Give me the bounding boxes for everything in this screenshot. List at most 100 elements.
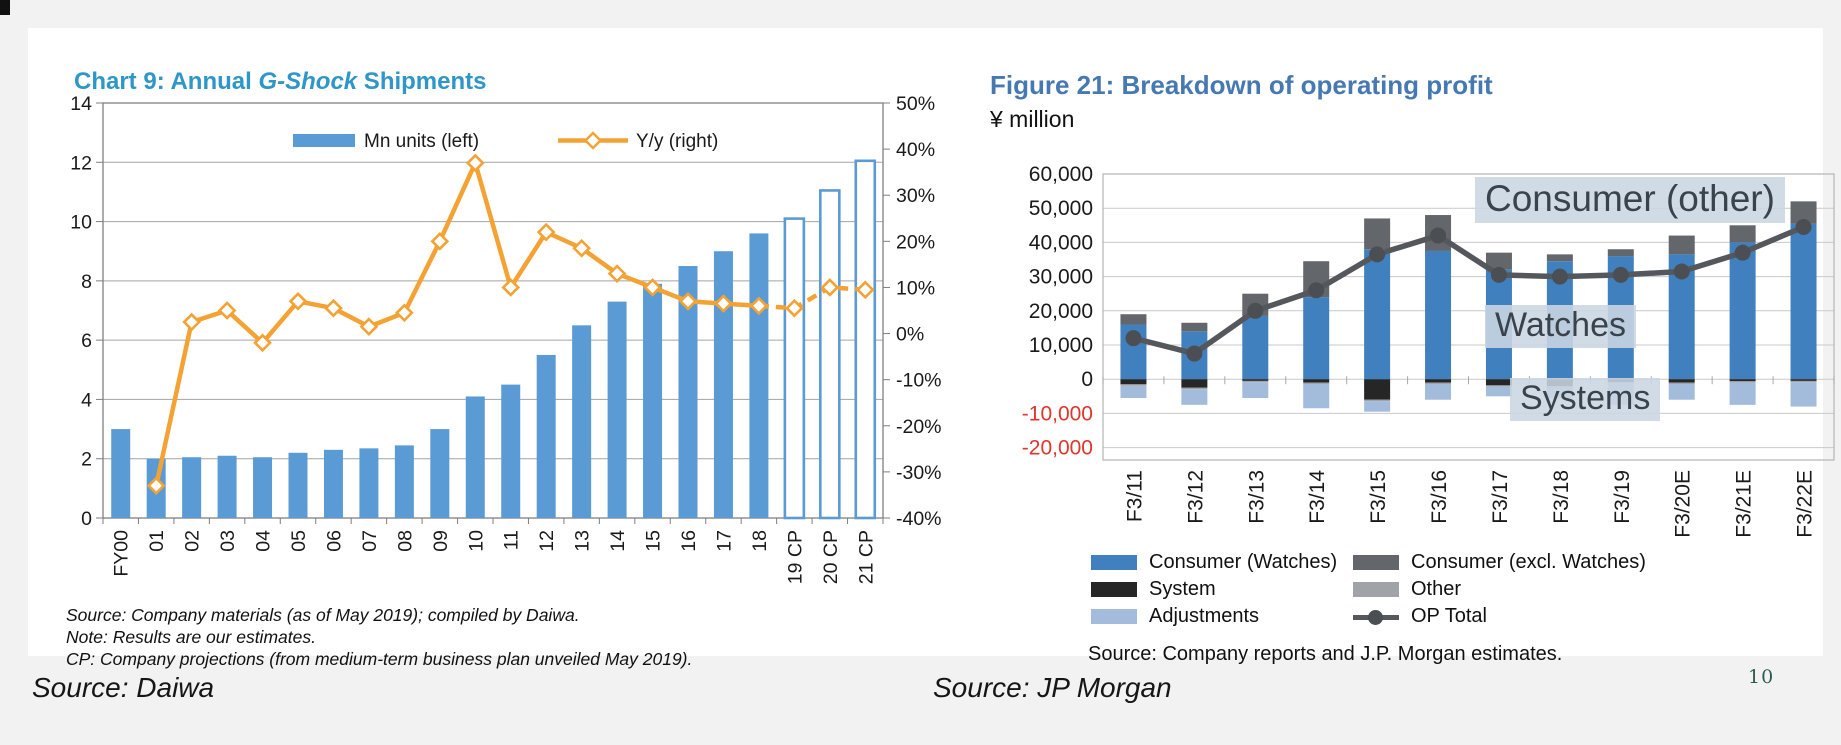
x-axis-label: 21 CP bbox=[855, 530, 877, 584]
y-axis-label: 40,000 bbox=[1029, 231, 1093, 254]
yy-marker bbox=[536, 222, 556, 242]
bar-12 bbox=[536, 354, 556, 518]
plot-border bbox=[1102, 173, 1835, 461]
y-axis-label: 30,000 bbox=[1029, 266, 1093, 289]
x-axis-label: F3/16 bbox=[1428, 470, 1451, 524]
segment-adjustments-f3-15 bbox=[1364, 401, 1391, 412]
segment-other-f3-22e bbox=[1790, 380, 1817, 383]
segment-other-f3-12 bbox=[1181, 387, 1208, 390]
segment-system-f3-17 bbox=[1485, 379, 1512, 386]
legend-label-mn-units: Mn units (left) bbox=[364, 131, 479, 152]
segment-adjustments-f3-13 bbox=[1242, 382, 1269, 399]
segment-system-f3-15 bbox=[1364, 379, 1391, 400]
segment-consumer-watches-f3-16 bbox=[1425, 250, 1452, 380]
left-title-prefix: Chart 9: Annual bbox=[74, 68, 259, 95]
right-axis-label: 0% bbox=[896, 324, 924, 346]
gshock-shipments-chart: 02468101214-40%-30%-20%-10%0%10%20%30%40… bbox=[70, 93, 942, 584]
x-axis-label: 14 bbox=[607, 530, 629, 552]
adjustments-swatch bbox=[1091, 609, 1137, 624]
x-axis-label: F3/19 bbox=[1611, 470, 1634, 524]
bar-14 bbox=[607, 301, 627, 518]
x-axis-label: 19 CP bbox=[784, 530, 806, 584]
x-axis-label: F3/18 bbox=[1550, 470, 1573, 524]
x-axis-label: 18 bbox=[749, 530, 771, 552]
x-axis-label: F3/14 bbox=[1306, 470, 1329, 524]
yy-line-dashed bbox=[758, 285, 866, 311]
x-axis-label: 12 bbox=[536, 530, 558, 552]
x-axis-label: 05 bbox=[288, 530, 310, 552]
op-total-point-f3-12 bbox=[1186, 345, 1203, 362]
yy-marker bbox=[182, 312, 201, 332]
segment-consumer-excl-watches-f3-20e bbox=[1668, 235, 1695, 255]
bar-21-cp bbox=[854, 159, 877, 520]
y-axis-label: 60,000 bbox=[1029, 163, 1093, 186]
legend-label: OP Total bbox=[1411, 605, 1487, 627]
bar-18 bbox=[749, 233, 769, 518]
left-chart-title: Chart 9: Annual G-Shock Shipments bbox=[74, 68, 487, 96]
segment-system-f3-20e bbox=[1668, 379, 1695, 383]
left-axis-label: 6 bbox=[81, 330, 92, 352]
bar-04 bbox=[253, 457, 273, 518]
left-chart-notes: Source: Company materials (as of May 201… bbox=[66, 604, 692, 670]
legend-item-consumer-watches: Consumer (Watches) bbox=[1091, 549, 1337, 576]
yy-marker bbox=[855, 280, 875, 300]
bar-17 bbox=[713, 251, 733, 518]
legend-item-other: Other bbox=[1353, 576, 1646, 603]
op-total-point-f3-14 bbox=[1308, 282, 1325, 299]
x-axis-label: 20 CP bbox=[820, 530, 842, 584]
yy-marker bbox=[785, 298, 804, 318]
segment-adjustments-f3-22e bbox=[1790, 382, 1817, 407]
legend-item-system: System bbox=[1091, 576, 1337, 603]
legend-column-2: Consumer (excl. Watches) Other OP Total bbox=[1353, 549, 1646, 630]
x-axis-label: 04 bbox=[253, 530, 275, 552]
bar-16 bbox=[678, 266, 698, 518]
yy-marker bbox=[820, 278, 840, 297]
segment-consumer-excl-watches-f3-11 bbox=[1120, 314, 1147, 325]
bar-02 bbox=[182, 457, 202, 518]
annotation-systems: Systems bbox=[1510, 378, 1661, 421]
x-axis-label: 07 bbox=[359, 530, 381, 552]
shipment-bars bbox=[111, 159, 877, 520]
segment-system-f3-11 bbox=[1120, 379, 1147, 385]
bar-05 bbox=[288, 452, 308, 518]
y-axis-label: 10,000 bbox=[1029, 334, 1093, 357]
yy-marker bbox=[217, 301, 237, 320]
x-axis-label: 06 bbox=[323, 530, 345, 552]
y-axis-label: 50,000 bbox=[1029, 197, 1093, 220]
segment-consumer-excl-watches-f3-17 bbox=[1485, 252, 1512, 270]
op-total-point-f3-17 bbox=[1490, 266, 1507, 283]
left-axis-label: 2 bbox=[81, 449, 92, 471]
consumer-watches-swatch bbox=[1091, 555, 1137, 570]
segment-other-f3-20e bbox=[1668, 382, 1695, 384]
op-total-line bbox=[1125, 219, 1812, 362]
x-axis-label: F3/15 bbox=[1367, 470, 1390, 524]
segment-other-f3-17 bbox=[1485, 385, 1512, 387]
right-chart-source: Source: Company reports and J.P. Morgan … bbox=[1088, 643, 1563, 665]
yy-marker bbox=[607, 264, 627, 283]
right-axis-label: -30% bbox=[896, 462, 942, 484]
segment-consumer-watches-f3-21e bbox=[1729, 242, 1756, 380]
segment-consumer-excl-watches-f3-19 bbox=[1607, 249, 1634, 257]
segment-other-f3-11 bbox=[1120, 384, 1147, 386]
bar-03 bbox=[217, 455, 237, 518]
segment-adjustments-f3-12 bbox=[1181, 389, 1208, 405]
left-title-italic: G-Shock bbox=[258, 68, 358, 95]
left-axis-label: 0 bbox=[81, 508, 92, 530]
left-chart-legend: Mn units (left) Y/y (right) bbox=[293, 131, 718, 152]
yy-marker bbox=[359, 317, 379, 336]
segment-consumer-excl-watches-f3-12 bbox=[1181, 322, 1208, 332]
yy-marker bbox=[501, 278, 521, 297]
op-total-point-f3-22e bbox=[1795, 219, 1812, 236]
caption-source-daiwa: Source: Daiwa bbox=[32, 672, 215, 703]
left-axis-label: 10 bbox=[70, 212, 92, 234]
bar-06 bbox=[323, 449, 343, 518]
legend-marker-yy bbox=[583, 131, 603, 150]
x-axis-label: 08 bbox=[394, 530, 416, 552]
y-axis-label: -20,000 bbox=[1022, 437, 1093, 460]
annotation-watches: Watches bbox=[1485, 305, 1637, 348]
y-axis-label: 0 bbox=[1081, 368, 1093, 391]
segment-consumer-excl-watches-f3-22e bbox=[1790, 201, 1817, 224]
op-total-path bbox=[1132, 224, 1805, 357]
right-axis-label: -40% bbox=[896, 508, 942, 530]
